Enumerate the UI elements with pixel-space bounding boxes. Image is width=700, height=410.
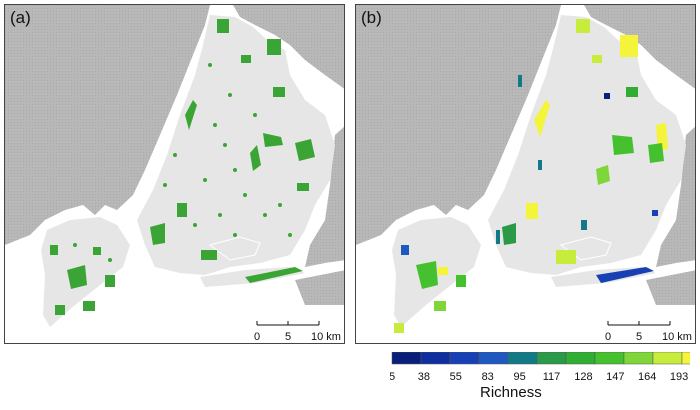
long-island-land [656,126,695,267]
legend-break-label: 95 [513,371,525,383]
legend-swatch [681,352,690,365]
park-patches [50,19,315,315]
legend-swatch [536,352,567,365]
legend-swatch [507,352,538,365]
legend-swatch [594,352,625,365]
far-shore-land [295,270,344,305]
map-a-svg [5,5,344,327]
new-jersey-land [5,5,210,245]
legend-break-label: 55 [450,371,462,383]
legend-break-label: 117 [543,371,561,383]
legend-swatch [391,352,422,365]
legend-swatch [565,352,596,365]
scale-tick-0: 0 [605,331,611,343]
scale-tick-5: 5 [285,331,291,343]
legend-title: Richness [480,384,542,401]
legend-swatch [478,352,509,365]
scale-tick-10: 10 km [311,331,341,343]
legend-break-label: 5 [390,371,395,383]
long-island-land [305,126,344,267]
panel-label-a: (a) [10,8,31,27]
scale-tick-0: 0 [254,331,260,343]
panel-label-b: (b) [361,8,382,27]
richness-legend: 538558395117128147164193233 [390,352,690,383]
legend-swatch [420,352,451,365]
legend-break-label: 164 [638,371,656,383]
scale-bar-a: 0 5 10 km [254,321,341,343]
westchester-land [233,5,344,89]
legend-break-label: 128 [574,371,592,383]
legend-break-label: 147 [606,371,624,383]
legend-swatch [623,352,654,365]
map-b-svg [356,5,695,333]
scale-tick-10: 10 km [662,331,692,343]
legend-swatch [652,352,683,365]
legend-break-label: 83 [482,371,494,383]
map-panel-a: (a) 0 5 10 km [4,4,345,344]
scale-bar-b: 0 5 10 km [605,321,692,343]
legend-break-label: 193 [670,371,688,383]
richness-patches [394,19,668,333]
far-shore-land [646,270,695,305]
scale-tick-5: 5 [636,331,642,343]
jamaica-bay-island [208,236,261,261]
westchester-land [584,5,695,89]
legend-break-label: 38 [418,371,430,383]
new-jersey-land [356,5,561,245]
map-panel-b: (b) 0 5 10 km [355,4,696,344]
legend-swatch [449,352,480,365]
